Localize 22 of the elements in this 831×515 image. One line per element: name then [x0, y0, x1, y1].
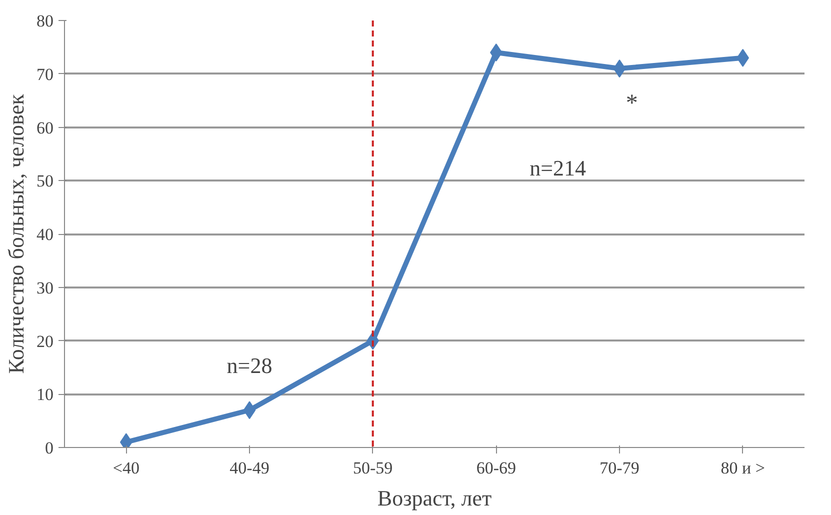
x-tick-label: 60-69	[476, 458, 516, 478]
annotation: n=214	[530, 156, 586, 181]
x-tick-label: 40-49	[230, 458, 270, 478]
y-axis-title: Количество больных, человек	[4, 94, 28, 374]
point	[243, 401, 256, 420]
annotation: n=28	[226, 353, 272, 378]
y-tick-label: 40	[36, 225, 54, 244]
annotation: *	[626, 90, 638, 117]
y-tick-label: 80	[36, 12, 54, 30]
x-tick-label: 70-79	[600, 458, 640, 478]
y-tick-label: 30	[36, 278, 54, 298]
y-tick-label: 70	[36, 64, 54, 84]
x-tick-label: 50-59	[353, 458, 393, 478]
y-tick-label: 60	[36, 118, 54, 138]
x-tick-label: 80 и >	[720, 458, 765, 478]
y-tick-label: 20	[36, 332, 54, 351]
x-tick-label: <40	[112, 458, 140, 478]
y-tick-label: 50	[36, 172, 54, 191]
x-axis-title: Возраст, лет	[377, 486, 492, 510]
y-tick-label: 10	[36, 385, 54, 404]
point	[613, 60, 626, 78]
y-tick-label: 0	[45, 438, 54, 458]
